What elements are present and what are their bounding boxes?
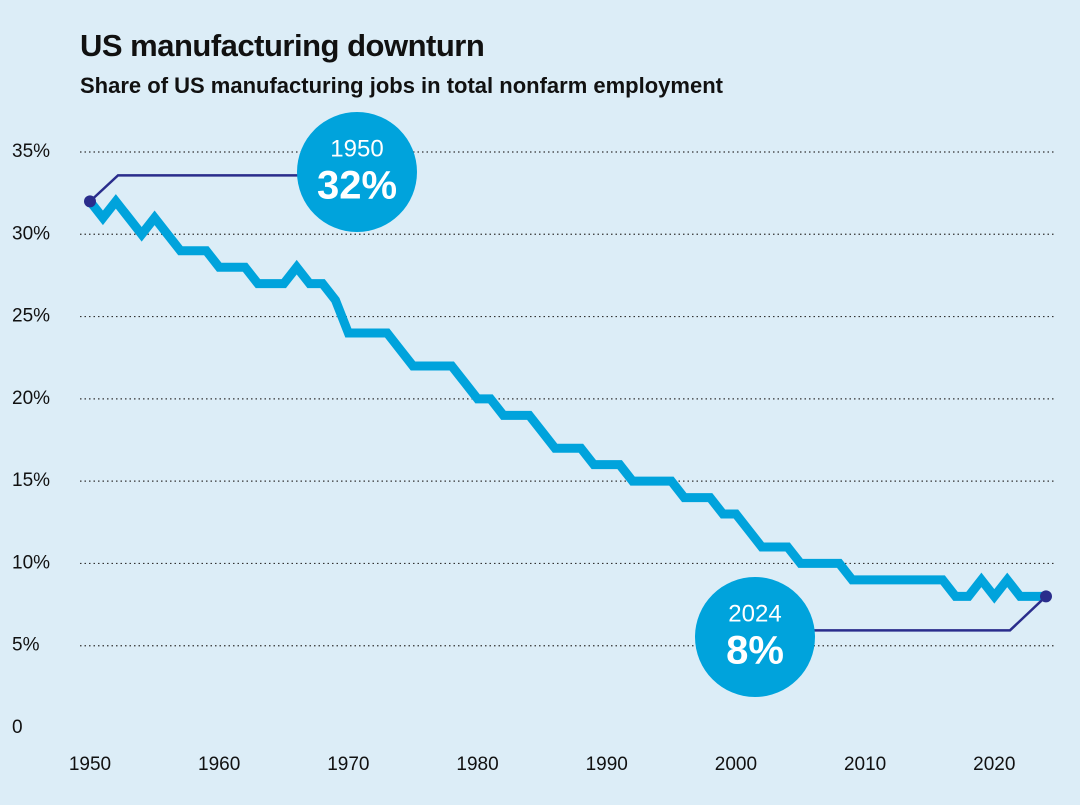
end-point [1040,590,1052,603]
y-tick-label: 30% [12,223,50,244]
x-tick-label: 1950 [69,754,111,775]
y-tick-label: 10% [12,552,50,573]
y-tick-label: 0 [12,717,23,738]
x-tick-label: 2010 [844,754,886,775]
callout-connector [786,595,1047,632]
x-tick-label: 2020 [973,754,1015,775]
y-tick-label: 25% [12,306,50,327]
callout-bubble [695,577,815,697]
x-tick-label: 1960 [198,754,240,775]
callout-connector [89,174,330,203]
callout-year: 1950 [330,135,383,162]
x-tick-label: 1980 [456,754,498,775]
end-point [84,195,96,208]
callout-value: 8% [726,629,784,673]
y-tick-label: 20% [12,388,50,409]
x-tick-label: 2000 [715,754,757,775]
y-tick-label: 15% [12,470,50,491]
chart-title: US manufacturing downturn [80,28,484,63]
callout-year: 2024 [728,600,781,627]
series-line [86,194,1046,604]
callout-bubble [297,112,417,232]
y-tick-label: 35% [12,141,50,162]
y-tick-label: 5% [12,635,40,656]
chart-subtitle: Share of US manufacturing jobs in total … [80,73,724,98]
x-tick-label: 1970 [327,754,369,775]
x-tick-label: 1990 [586,754,628,775]
callout-value: 32% [317,164,397,208]
